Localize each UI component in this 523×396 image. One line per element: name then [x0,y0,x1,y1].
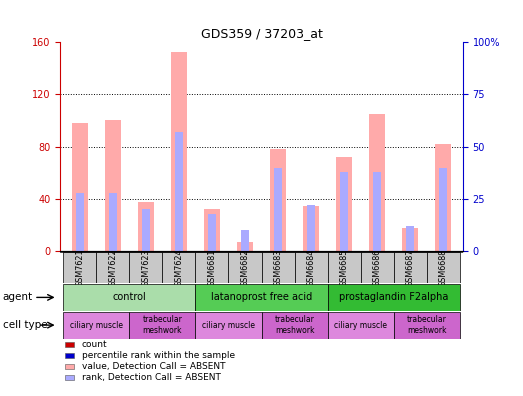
Bar [303,206,319,251]
FancyBboxPatch shape [163,252,196,283]
Bar [369,114,385,251]
Text: latanoprost free acid: latanoprost free acid [211,292,312,303]
Bar [170,52,187,251]
FancyBboxPatch shape [294,252,327,283]
Bar [142,209,150,251]
Bar [274,168,282,251]
FancyBboxPatch shape [196,312,262,339]
Text: prostaglandin F2alpha: prostaglandin F2alpha [339,292,448,303]
Bar [138,202,154,251]
Text: count: count [82,340,107,349]
Bar [373,172,381,251]
FancyBboxPatch shape [63,312,130,339]
FancyBboxPatch shape [63,252,96,283]
Text: rank, Detection Call = ABSENT: rank, Detection Call = ABSENT [82,373,220,382]
Text: ciliary muscle: ciliary muscle [202,321,255,329]
Text: percentile rank within the sample: percentile rank within the sample [82,351,235,360]
FancyBboxPatch shape [360,252,393,283]
Bar [439,168,447,251]
Text: trabecular
meshwork: trabecular meshwork [275,316,314,335]
Text: GSM6687: GSM6687 [405,249,415,287]
Title: GDS359 / 37203_at: GDS359 / 37203_at [200,27,323,40]
Text: GSM6686: GSM6686 [372,249,382,287]
Text: GSM6681: GSM6681 [208,249,217,287]
Text: ciliary muscle: ciliary muscle [334,321,387,329]
FancyBboxPatch shape [427,252,460,283]
FancyBboxPatch shape [262,312,327,339]
Text: GSM7623: GSM7623 [141,248,151,287]
FancyBboxPatch shape [393,312,460,339]
FancyBboxPatch shape [130,252,163,283]
FancyBboxPatch shape [327,252,360,283]
Text: GSM6685: GSM6685 [339,249,348,287]
FancyBboxPatch shape [262,252,294,283]
FancyBboxPatch shape [130,312,196,339]
Bar [340,172,348,251]
Bar [406,226,414,251]
Text: value, Detection Call = ABSENT: value, Detection Call = ABSENT [82,362,225,371]
Bar [72,123,88,251]
Text: GSM7624: GSM7624 [175,248,184,287]
Text: GSM6682: GSM6682 [241,249,249,287]
Text: GSM6688: GSM6688 [439,249,448,287]
Bar [237,242,253,251]
Bar [270,149,286,251]
FancyBboxPatch shape [327,284,460,311]
Text: GSM6684: GSM6684 [306,249,315,287]
Bar [204,209,220,251]
Text: trabecular
meshwork: trabecular meshwork [406,316,447,335]
Bar [336,157,353,251]
FancyBboxPatch shape [327,312,393,339]
FancyBboxPatch shape [96,252,130,283]
Bar [105,120,121,251]
Bar [307,205,315,251]
FancyBboxPatch shape [196,252,229,283]
FancyBboxPatch shape [196,284,327,311]
Bar [208,214,216,251]
Bar [175,132,183,251]
Text: agent: agent [3,292,33,303]
Text: ciliary muscle: ciliary muscle [70,321,123,329]
Text: GSM6683: GSM6683 [274,249,282,287]
Text: GSM7621: GSM7621 [75,248,84,287]
Bar [241,230,249,251]
FancyBboxPatch shape [393,252,427,283]
Text: trabecular
meshwork: trabecular meshwork [143,316,183,335]
Bar [402,228,418,251]
FancyBboxPatch shape [229,252,262,283]
Bar [435,144,451,251]
FancyBboxPatch shape [63,284,196,311]
Text: GSM7622: GSM7622 [108,248,118,287]
Text: control: control [112,292,146,303]
Text: cell type: cell type [3,320,47,330]
Bar [76,193,84,251]
Bar [109,193,117,251]
